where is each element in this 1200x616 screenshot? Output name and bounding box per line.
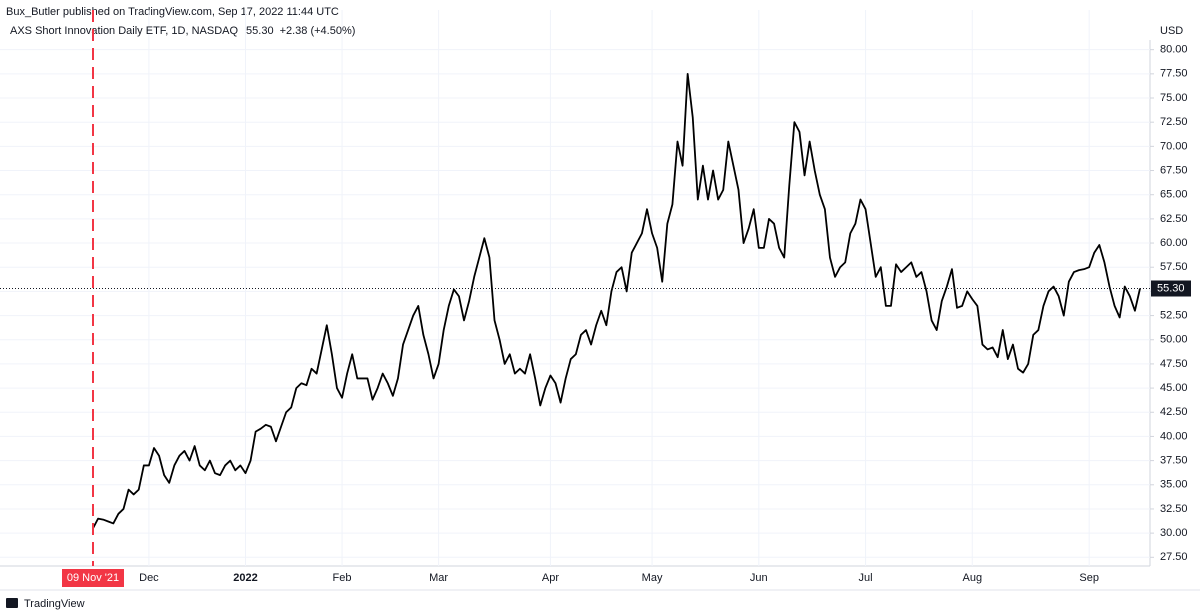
- x-tick-label: Feb: [333, 572, 352, 584]
- y-tick-label: 52.50: [1160, 309, 1188, 321]
- y-tick-label: 67.50: [1160, 164, 1188, 176]
- plot: [0, 72, 1150, 529]
- y-tick-label: 40.00: [1160, 430, 1188, 442]
- y-tick-label: 37.50: [1160, 455, 1188, 467]
- x-tick-label: Dec: [139, 572, 159, 584]
- y-tick-label: 65.00: [1160, 189, 1188, 201]
- y-tick-label: 50.00: [1160, 334, 1188, 346]
- last-price-label: 55.30: [1157, 282, 1185, 294]
- logo-icon: [6, 598, 18, 608]
- x-tick-label: Sep: [1079, 572, 1099, 584]
- currency: USD: [1160, 25, 1183, 37]
- y-tick-label: 75.00: [1160, 92, 1188, 104]
- last-price-badge: [1151, 280, 1191, 297]
- y-tick-label: 30.00: [1160, 527, 1188, 539]
- y-tick-label: 42.50: [1160, 406, 1188, 418]
- y-tick-label: 72.50: [1160, 116, 1188, 128]
- y-tick-label: 57.50: [1160, 261, 1188, 273]
- x-tick-label: 2022: [233, 572, 257, 584]
- legend-price: 55.30: [246, 25, 274, 37]
- legend-name: AXS Short Innovation Daily ETF, 1D, NASD…: [10, 25, 238, 37]
- x-tick-label: 09 Nov '21: [67, 572, 119, 584]
- legend-change: +2.38 (+4.50%): [280, 25, 356, 37]
- y-tick-label: 70.00: [1160, 140, 1188, 152]
- y-tick-label: 32.50: [1160, 503, 1188, 515]
- y-tick-label: 77.50: [1160, 68, 1188, 80]
- brand: TradingView: [24, 598, 85, 610]
- y-tick-label: 60.00: [1160, 237, 1188, 249]
- y-tick-label: 62.50: [1160, 213, 1188, 225]
- y-tick-label: 27.50: [1160, 551, 1188, 563]
- header: Bux_Butler published on TradingView.com,…: [6, 6, 339, 18]
- y-tick-label: 35.00: [1160, 479, 1188, 491]
- grid: [0, 10, 1150, 566]
- price-line: [92, 72, 1141, 529]
- x-tick-label: Aug: [962, 572, 982, 584]
- y-tick-label: 47.50: [1160, 358, 1188, 370]
- legend: AXS Short Innovation Daily ETF, 1D, NASD…: [10, 25, 355, 37]
- y-tick-label: 45.00: [1160, 382, 1188, 394]
- brand-logo: TradingView: [6, 598, 85, 610]
- x-tick-label: Apr: [542, 572, 559, 584]
- x-tick-label: Jul: [859, 572, 873, 584]
- marker-label-bg: [62, 569, 124, 587]
- x-tick-label: Jun: [750, 572, 768, 584]
- x-tick-label: May: [642, 572, 663, 584]
- x-tick-label: Mar: [429, 572, 448, 584]
- y-tick-label: 80.00: [1160, 44, 1188, 56]
